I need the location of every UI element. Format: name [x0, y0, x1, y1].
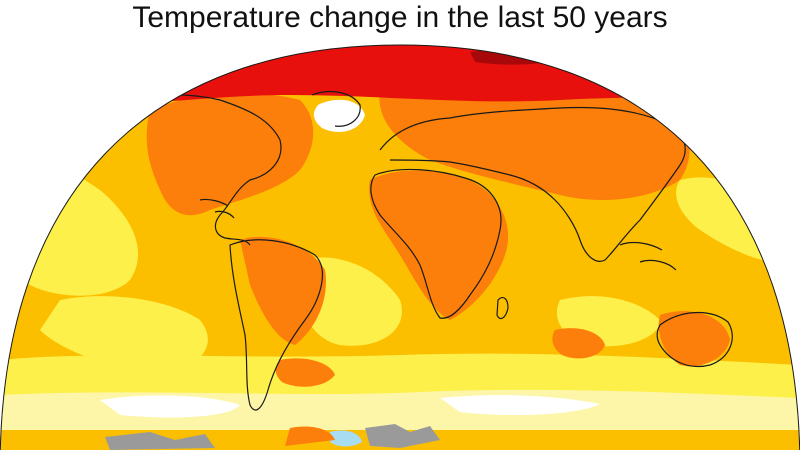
- north-america-warming: [146, 93, 314, 216]
- south-america-coast: [229, 239, 324, 411]
- south-pacific-light-zone: [40, 296, 208, 370]
- madagascar-coast: [496, 297, 509, 320]
- indonesia-coast: [619, 241, 677, 271]
- arctic-hotspot: [470, 50, 560, 65]
- no-data-patch-west: [105, 432, 215, 450]
- map-border: [0, 44, 800, 450]
- southern-ocean-light-band: [0, 353, 800, 400]
- africa-warming: [369, 170, 509, 320]
- north-america-coast: [89, 94, 282, 246]
- south-atlantic-warming-patch: [275, 358, 335, 387]
- north-atlantic-cold-patch: [313, 99, 365, 132]
- eurasia-warming: [379, 84, 690, 200]
- no-data-patch-east: [365, 424, 440, 448]
- southern-white-patch-east: [440, 395, 600, 416]
- caribbean-coast: [199, 198, 235, 219]
- antarctic-peninsula-warming: [285, 426, 335, 446]
- map-title: Temperature change in the last 50 years: [132, 1, 668, 34]
- south-america-warming: [240, 236, 326, 345]
- eurasia-coast: [379, 106, 686, 262]
- australia-coast: [656, 311, 733, 368]
- slight-cooling-patch: [330, 430, 362, 447]
- greenland-coast: [311, 91, 361, 127]
- southern-white-patch-west: [100, 395, 240, 418]
- australia-warming: [658, 311, 730, 367]
- africa-coast: [370, 168, 502, 319]
- indian-ocean-warming-patch: [552, 328, 605, 359]
- coastline-outline: [89, 91, 733, 411]
